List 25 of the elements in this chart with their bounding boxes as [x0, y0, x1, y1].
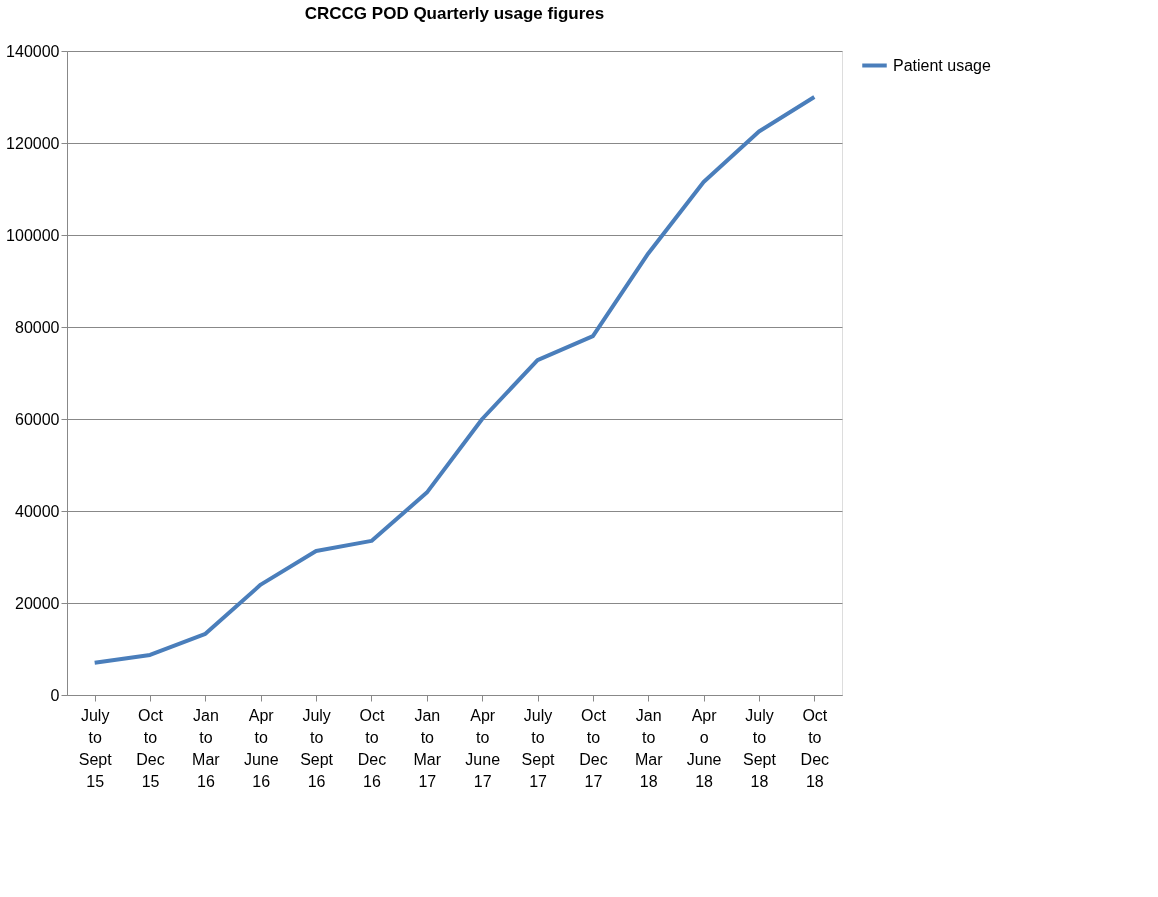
x-tick-label: Oct to Dec 18: [800, 706, 830, 790]
x-tick-label: July to Sept 18: [743, 706, 777, 790]
y-tick-label: 40000: [15, 502, 60, 520]
x-tick-label: Oct to Dec 16: [357, 706, 387, 790]
y-tick-label: 20000: [15, 594, 60, 612]
y-tick-label: 120000: [6, 134, 60, 152]
x-tick-label: Oct to Dec 17: [579, 706, 608, 790]
x-tick-label: Jan to Mar 17: [413, 706, 442, 790]
x-tick-label: Jan to Mar 16: [192, 706, 221, 790]
x-tick-label: Oct to Dec 15: [136, 706, 165, 790]
y-tick-label: 0: [50, 686, 60, 704]
x-tick-label: Apr to June 16: [243, 706, 279, 790]
x-tick-label: Apr to June 17: [465, 706, 501, 790]
y-tick-label: 60000: [15, 410, 60, 428]
y-tick-label: 140000: [6, 42, 60, 60]
y-tick-label: 100000: [6, 226, 60, 244]
x-tick-label: July to Sept 15: [78, 706, 113, 790]
y-tick-label: 80000: [15, 318, 60, 336]
chart-title: CRCCG POD Quarterly usage figures: [304, 4, 605, 23]
x-tick-label: Jan to Mar 18: [634, 706, 664, 790]
legend-label: Patient usage: [893, 56, 991, 74]
x-tick-label: July to Sept 17: [521, 706, 556, 790]
x-tick-label: Apr o June 18: [686, 706, 722, 790]
x-tick-label: July to Sept 16: [300, 706, 334, 790]
line-series: [92, 95, 817, 665]
